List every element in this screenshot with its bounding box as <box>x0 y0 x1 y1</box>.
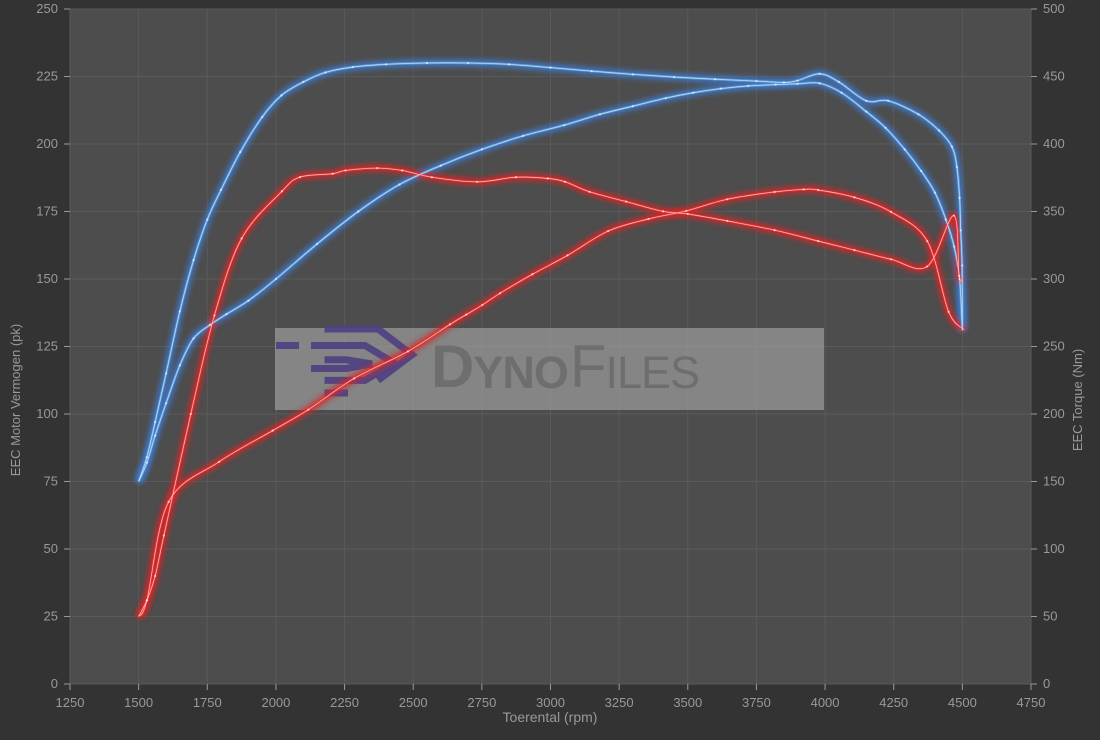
svg-text:0: 0 <box>1043 676 1050 691</box>
svg-text:1750: 1750 <box>193 695 222 710</box>
svg-text:3750: 3750 <box>742 695 771 710</box>
svg-text:3250: 3250 <box>605 695 634 710</box>
svg-text:450: 450 <box>1043 69 1065 84</box>
svg-text:0: 0 <box>51 676 58 691</box>
svg-text:2500: 2500 <box>399 695 428 710</box>
svg-text:200: 200 <box>36 136 58 151</box>
svg-text:175: 175 <box>36 204 58 219</box>
svg-text:250: 250 <box>36 1 58 16</box>
svg-text:500: 500 <box>1043 1 1065 16</box>
svg-text:4750: 4750 <box>1017 695 1046 710</box>
svg-text:125: 125 <box>36 339 58 354</box>
svg-text:4500: 4500 <box>948 695 977 710</box>
svg-text:3500: 3500 <box>673 695 702 710</box>
svg-text:Toerental (rpm): Toerental (rpm) <box>503 709 598 725</box>
svg-text:1250: 1250 <box>56 695 85 710</box>
svg-text:2250: 2250 <box>330 695 359 710</box>
svg-text:2750: 2750 <box>467 695 496 710</box>
svg-text:200: 200 <box>1043 406 1065 421</box>
svg-text:100: 100 <box>1043 541 1065 556</box>
svg-text:225: 225 <box>36 69 58 84</box>
svg-text:150: 150 <box>36 271 58 286</box>
svg-text:50: 50 <box>1043 609 1057 624</box>
svg-text:4000: 4000 <box>811 695 840 710</box>
svg-text:EEC Torque (Nm): EEC Torque (Nm) <box>1070 349 1085 451</box>
svg-text:100: 100 <box>36 406 58 421</box>
svg-text:250: 250 <box>1043 339 1065 354</box>
svg-text:50: 50 <box>44 541 58 556</box>
svg-text:4250: 4250 <box>879 695 908 710</box>
svg-text:2000: 2000 <box>261 695 290 710</box>
svg-text:300: 300 <box>1043 271 1065 286</box>
svg-text:3000: 3000 <box>536 695 565 710</box>
svg-text:25: 25 <box>44 609 58 624</box>
svg-text:1500: 1500 <box>124 695 153 710</box>
svg-text:150: 150 <box>1043 474 1065 489</box>
svg-text:75: 75 <box>44 474 58 489</box>
svg-text:350: 350 <box>1043 204 1065 219</box>
svg-text:EEC Motor Vermogen (pk): EEC Motor Vermogen (pk) <box>8 324 23 476</box>
svg-text:400: 400 <box>1043 136 1065 151</box>
